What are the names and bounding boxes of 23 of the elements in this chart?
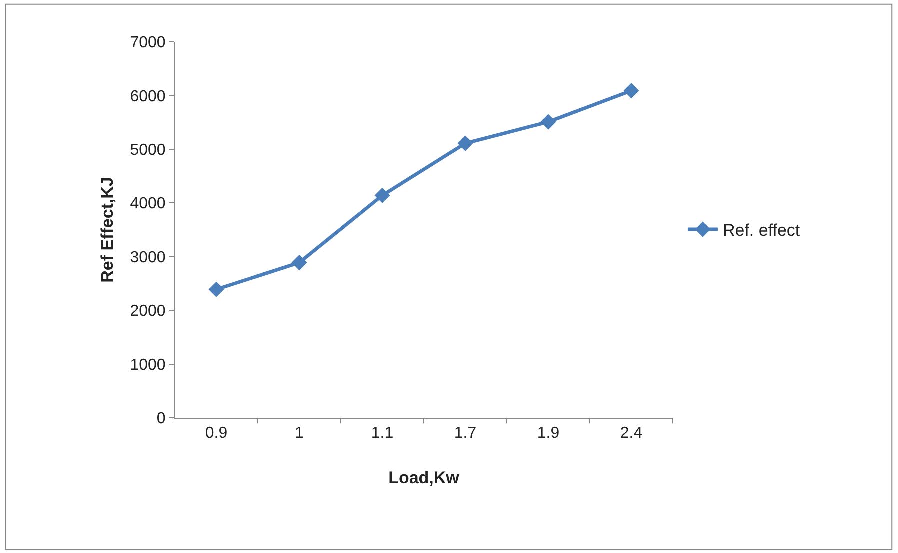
y-tick-label: 2000 <box>130 303 166 320</box>
point <box>292 254 308 271</box>
point <box>458 136 474 152</box>
y-axis-title: Ref Effect,KJ <box>98 177 117 283</box>
x-tick-label: 1.1 <box>371 425 394 442</box>
point <box>374 188 390 204</box>
y-tick-label: 0 <box>156 410 166 428</box>
y-tick-label: 6000 <box>130 88 166 106</box>
x-tick-label: 1.9 <box>537 425 560 442</box>
y-tick-label: 1000 <box>130 356 166 374</box>
legend-label: Ref. effect <box>722 221 800 240</box>
point <box>624 83 640 99</box>
y-tick-label: 7000 <box>130 34 166 52</box>
y-tick-label: 5000 <box>130 142 166 160</box>
x-tick-label: 2.4 <box>620 425 643 442</box>
x-tick-label: 0.9 <box>205 425 228 442</box>
x-tick-label: 1.7 <box>454 425 477 442</box>
x-tick-label: 1 <box>295 425 304 442</box>
x-axis-title: Load,Kw <box>388 468 460 488</box>
point <box>208 282 224 298</box>
y-tick-label: 3000 <box>130 249 166 266</box>
y-tick-label: 4000 <box>130 196 166 213</box>
point <box>540 114 556 130</box>
